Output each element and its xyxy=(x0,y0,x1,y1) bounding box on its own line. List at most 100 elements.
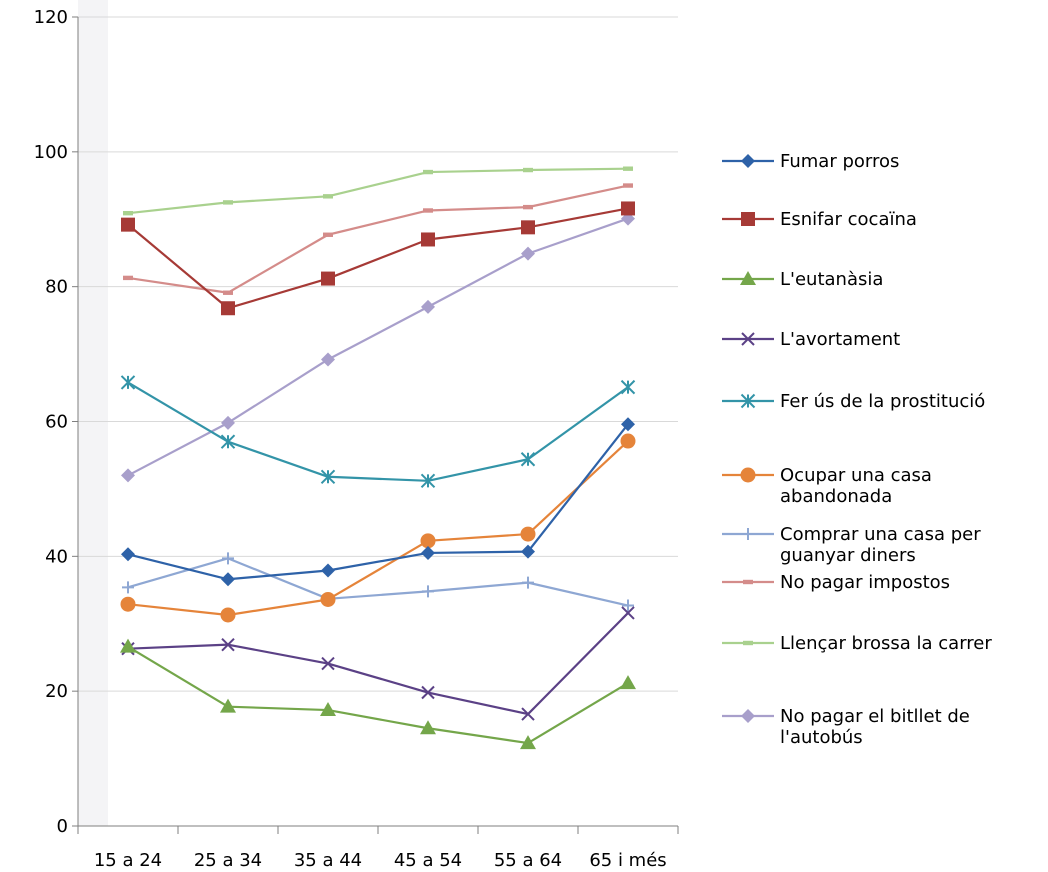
data-point-marker xyxy=(520,452,536,467)
y-tick-label: 100 xyxy=(34,142,68,163)
data-point-marker xyxy=(120,375,136,390)
data-point-marker xyxy=(120,596,136,612)
data-point-marker xyxy=(123,275,133,281)
y-tick-label: 20 xyxy=(45,681,68,702)
legend-item: L'avortament xyxy=(722,329,900,350)
series-layer xyxy=(120,166,636,750)
legend: Fumar porros Esnifar cocaïna L'eutanàsia L'… xyxy=(722,151,992,748)
data-point-marker xyxy=(321,271,335,286)
legend-label: No pagar impostos xyxy=(780,572,950,593)
legend-item: No pagar impostos xyxy=(722,572,950,593)
data-point-marker xyxy=(220,607,236,623)
data-point-marker xyxy=(222,552,234,565)
series-line xyxy=(127,612,629,716)
y-tick-label: 80 xyxy=(45,277,68,298)
legend-label: Fer ús de la prostitució xyxy=(780,391,985,412)
legend-item: Fer ús de la prostitució xyxy=(722,391,985,412)
data-point-marker xyxy=(121,468,135,483)
series-line xyxy=(127,381,629,482)
data-point-marker xyxy=(621,417,635,432)
legend-label: L'avortament xyxy=(780,329,900,350)
legend-label-line: Fer ús de la prostitució xyxy=(780,391,985,412)
legend-label-line: abandonada xyxy=(780,486,892,507)
data-point-marker xyxy=(420,720,436,735)
x-tick-label: 25 a 34 xyxy=(194,850,262,871)
legend-item: Ocupar una casa abandonada xyxy=(722,465,932,507)
legend-label-line: No pagar el bitllet de xyxy=(780,706,970,727)
legend-label: L'eutanàsia xyxy=(780,269,883,290)
legend-item: Llençar brossa la carrer xyxy=(722,633,992,654)
legend-item: Fumar porros xyxy=(722,151,899,172)
series-line xyxy=(127,557,629,607)
legend-label: Fumar porros xyxy=(780,151,899,172)
legend-label-line: Esnifar cocaïna xyxy=(780,209,917,230)
axes: 0 20 40 60 80 100 120 15 a 24 25 a 34 35 a 44 45 a… xyxy=(34,7,679,871)
legend-label-line: Llençar brossa la carrer xyxy=(780,633,992,654)
legend-item: Comprar una casa per guanyar diners xyxy=(722,524,981,566)
data-point-marker xyxy=(221,637,235,652)
legend-marker-swatch xyxy=(741,154,755,168)
data-point-marker xyxy=(121,217,135,232)
legend-label: Comprar una casa per guanyar diners xyxy=(780,524,981,566)
data-point-marker xyxy=(521,707,535,721)
x-tick-label: 45 a 54 xyxy=(394,850,462,871)
data-point-marker xyxy=(420,533,436,549)
series-1 xyxy=(121,201,635,316)
legend-item: Esnifar cocaïna xyxy=(722,209,917,230)
legend-marker-swatch xyxy=(741,212,755,226)
y-tick-label: 40 xyxy=(45,546,68,567)
series-line xyxy=(127,423,629,581)
data-point-marker xyxy=(521,544,535,559)
data-point-marker xyxy=(521,246,535,261)
legend-label-line: l'autobús xyxy=(780,727,863,748)
data-point-marker xyxy=(220,698,236,713)
data-point-marker xyxy=(620,379,636,395)
gridlines xyxy=(78,16,678,692)
data-point-marker xyxy=(223,290,233,295)
data-point-marker xyxy=(521,220,535,235)
x-tick-label: 55 a 64 xyxy=(494,850,562,871)
series-5 xyxy=(120,433,636,623)
data-point-marker xyxy=(621,201,635,216)
data-point-marker xyxy=(623,183,633,188)
legend-label: Ocupar una casa abandonada xyxy=(780,465,932,507)
series-4 xyxy=(120,375,636,489)
y-tick-label: 120 xyxy=(34,7,68,28)
data-point-marker xyxy=(120,638,136,653)
legend-label: Llençar brossa la carrer xyxy=(780,633,992,654)
data-point-marker xyxy=(423,208,433,213)
series-line xyxy=(127,645,629,745)
legend-marker-swatch xyxy=(741,332,755,346)
data-point-marker xyxy=(123,210,133,216)
data-point-marker xyxy=(621,606,635,620)
x-tick-label: 35 a 44 xyxy=(294,850,362,871)
legend-marker-swatch xyxy=(742,528,754,540)
series-9 xyxy=(121,211,635,483)
y-tick-label: 0 xyxy=(57,816,68,837)
data-point-marker xyxy=(420,473,436,489)
legend-label-line: No pagar impostos xyxy=(780,572,950,593)
data-point-marker xyxy=(620,675,636,690)
legend-label-line: Comprar una casa per xyxy=(780,524,981,545)
data-point-marker xyxy=(221,301,235,316)
data-point-marker xyxy=(520,526,536,542)
data-point-marker xyxy=(423,169,433,175)
legend-marker-swatch xyxy=(743,579,753,585)
series-7 xyxy=(123,183,633,295)
legend-item: No pagar el bitllet de l'autobús xyxy=(722,706,970,748)
x-tick-label: 15 a 24 xyxy=(94,850,162,871)
data-point-marker xyxy=(323,194,333,199)
series-line xyxy=(127,167,629,215)
series-line xyxy=(127,217,629,477)
data-point-marker xyxy=(320,469,336,484)
legend-label: No pagar el bitllet de l'autobús xyxy=(780,706,970,748)
series-line xyxy=(127,440,629,617)
data-point-marker xyxy=(321,352,335,367)
data-point-marker xyxy=(321,563,335,578)
data-point-marker xyxy=(221,415,235,430)
data-point-marker xyxy=(522,576,534,589)
legend-label-line: Ocupar una casa xyxy=(780,465,932,486)
data-point-marker xyxy=(421,685,435,700)
data-point-marker xyxy=(421,232,435,247)
